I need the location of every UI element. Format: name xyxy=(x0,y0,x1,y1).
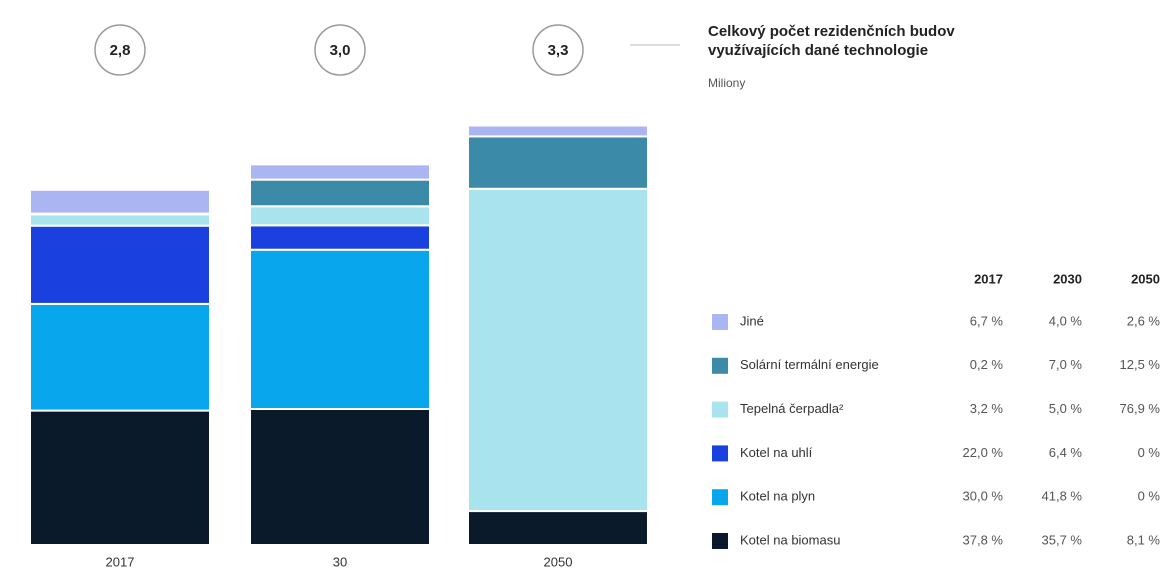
chart-title: Celkový počet rezidenčních budov využíva… xyxy=(708,23,955,59)
table-value: 6,7 % xyxy=(970,313,1004,328)
bar-segment xyxy=(249,163,431,181)
legend-swatch xyxy=(712,489,728,506)
bar-segment xyxy=(467,124,649,138)
table-value: 12,5 % xyxy=(1120,357,1161,372)
x-tick-label: 30 xyxy=(333,554,347,569)
bar-segment xyxy=(249,407,431,546)
bar-segment xyxy=(467,187,649,513)
table-header: 2017 xyxy=(974,271,1003,286)
bar-segment xyxy=(29,409,211,546)
legend-label: Tepelná čerpadla² xyxy=(740,401,844,416)
bar-segment xyxy=(249,248,431,410)
total-circle xyxy=(532,24,584,76)
bar-segment xyxy=(467,135,649,190)
table-value: 76,9 % xyxy=(1120,401,1161,416)
table-value: 30,0 % xyxy=(963,489,1004,504)
table-value: 0 % xyxy=(1138,489,1161,504)
legend-label: Jiné xyxy=(740,313,764,328)
table-value: 6,4 % xyxy=(1049,445,1083,460)
table-value: 4,0 % xyxy=(1049,313,1083,328)
bar-segment xyxy=(467,510,649,546)
table-value: 8,1 % xyxy=(1127,532,1161,547)
total-label: 2,8 xyxy=(110,42,131,59)
table-value: 5,0 % xyxy=(1049,401,1083,416)
table-value: 3,2 % xyxy=(970,401,1004,416)
legend-swatch xyxy=(712,401,728,418)
table-value: 0 % xyxy=(1138,445,1161,460)
legend-label: Kotel na plyn xyxy=(740,489,815,504)
table-value: 35,7 % xyxy=(1042,532,1083,547)
bar-segment xyxy=(249,178,431,208)
total-label: 3,0 xyxy=(330,42,351,59)
bar-segment xyxy=(29,213,211,227)
legend-label: Solární termální energie xyxy=(740,357,879,372)
table-value: 7,0 % xyxy=(1049,357,1083,372)
legend-label: Kotel na biomasu xyxy=(740,532,840,547)
total-circle xyxy=(94,24,146,76)
table-value: 37,8 % xyxy=(963,532,1004,547)
table-header: 2050 xyxy=(1131,271,1160,286)
legend-label: Kotel na uhlí xyxy=(740,445,813,460)
legend-swatch xyxy=(712,445,728,462)
bar-segment xyxy=(29,224,211,305)
legend-swatch xyxy=(712,533,728,549)
table-value: 0,2 % xyxy=(970,357,1004,372)
x-tick-label: 2017 xyxy=(106,554,135,569)
total-circle xyxy=(314,24,366,76)
chart-subtitle: Miliony xyxy=(708,76,746,90)
table-value: 22,0 % xyxy=(963,445,1004,460)
bar-segment xyxy=(29,188,211,215)
total-label: 3,3 xyxy=(548,42,569,59)
x-tick-label: 2050 xyxy=(544,554,573,569)
table-value: 2,6 % xyxy=(1127,313,1161,328)
bar-segment xyxy=(249,224,431,251)
bar-segment xyxy=(249,205,431,227)
legend-swatch xyxy=(712,314,728,330)
bar-segment xyxy=(29,302,211,412)
table-header: 2030 xyxy=(1053,271,1082,286)
table-value: 41,8 % xyxy=(1042,489,1083,504)
legend-swatch xyxy=(712,357,728,374)
